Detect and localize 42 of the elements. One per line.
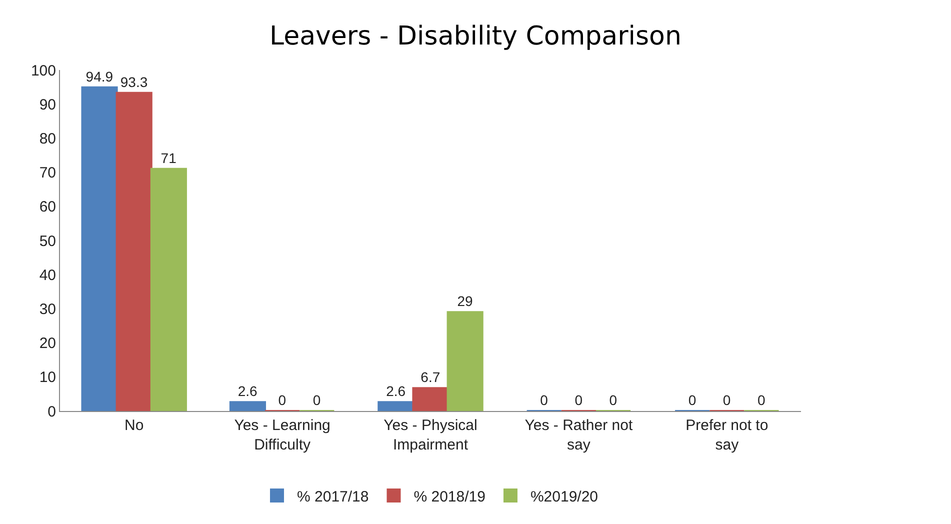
- x-tick-label: Yes - Physical Impairment: [384, 417, 478, 454]
- data-label: 0: [278, 392, 286, 408]
- bar: [412, 387, 449, 411]
- y-tick-label: 60: [39, 198, 56, 216]
- data-label: 29: [457, 293, 473, 310]
- x-tick-label: Prefer not to say: [686, 417, 768, 454]
- y-tick-label: 80: [39, 130, 56, 148]
- data-label: 0: [757, 392, 766, 408]
- data-label: 0: [688, 392, 696, 408]
- bar: [81, 86, 118, 411]
- x-tick-label: Yes - Learning Difficulty: [234, 417, 330, 454]
- legend-label: % 2018/19: [414, 488, 486, 506]
- data-label: 2.6: [386, 383, 406, 400]
- data-label: 6.7: [420, 369, 440, 386]
- bar: [446, 311, 484, 411]
- data-label: 71: [160, 150, 177, 166]
- y-tick-label: 10: [39, 369, 56, 386]
- data-label: 93.3: [120, 74, 148, 90]
- y-tick-label: 30: [39, 300, 56, 318]
- legend-label: %2019/20: [530, 488, 598, 506]
- y-tick-label: 20: [39, 335, 56, 352]
- data-label: 0: [574, 392, 583, 408]
- data-label: 0: [722, 392, 731, 408]
- bar: [150, 168, 187, 411]
- bar: [229, 401, 266, 411]
- data-label: 94.9: [86, 68, 114, 84]
- data-label: 0: [609, 392, 618, 408]
- data-label: 0: [540, 392, 548, 408]
- y-tick-label: 90: [39, 96, 56, 114]
- data-label: 2.6: [238, 383, 258, 400]
- data-label: 0: [312, 392, 321, 408]
- x-tick-label: No: [124, 417, 144, 434]
- y-tick-label: 40: [39, 266, 56, 284]
- y-tick-label: 100: [30, 62, 56, 80]
- chart-title: Leavers - Disability Comparison: [270, 21, 682, 52]
- y-tick-label: 0: [48, 403, 56, 420]
- y-tick-label: 70: [39, 164, 56, 182]
- legend-label: % 2017/18: [297, 488, 369, 506]
- bar: [378, 401, 414, 411]
- y-tick-label: 50: [39, 232, 56, 250]
- x-tick-label: Yes - Rather not say: [524, 417, 634, 454]
- bar: [116, 92, 152, 411]
